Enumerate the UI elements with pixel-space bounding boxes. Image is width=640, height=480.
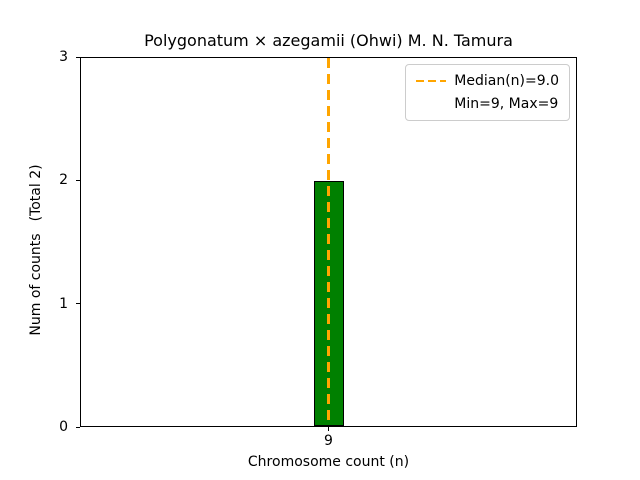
- legend-minmax-label: Min=9, Max=9: [454, 96, 559, 112]
- y-tick-mark: [76, 56, 80, 58]
- y-tick-label: 0: [59, 419, 68, 435]
- y-tick-mark: [76, 426, 80, 428]
- legend: Median(n)=9.0 Min=9, Max=9: [405, 64, 570, 121]
- legend-entry-median: Median(n)=9.0: [416, 72, 559, 90]
- x-axis-label: Chromosome count (n): [247, 454, 410, 470]
- y-tick-label: 1: [59, 295, 68, 312]
- x-tick-label: 9: [324, 433, 333, 449]
- y-tick-label: 2: [59, 172, 68, 189]
- median-line: [327, 58, 330, 426]
- legend-entry-minmax: Min=9, Max=9: [416, 95, 559, 113]
- plot-area: Median(n)=9.0 Min=9, Max=9: [80, 57, 577, 427]
- y-axis-ticks: 0 1 2 3: [0, 49, 80, 435]
- y-tick-label: 3: [59, 49, 68, 65]
- dashed-line-icon: [416, 79, 447, 83]
- legend-spacer: [416, 103, 446, 106]
- legend-median-label: Median(n)=9.0: [454, 73, 559, 89]
- y-tick-mark: [76, 303, 80, 305]
- chart-title: Polygonatum × azegamii (Ohwi) M. N. Tamu…: [144, 31, 513, 50]
- x-tick-mark: [328, 427, 329, 431]
- y-tick-mark: [76, 179, 80, 181]
